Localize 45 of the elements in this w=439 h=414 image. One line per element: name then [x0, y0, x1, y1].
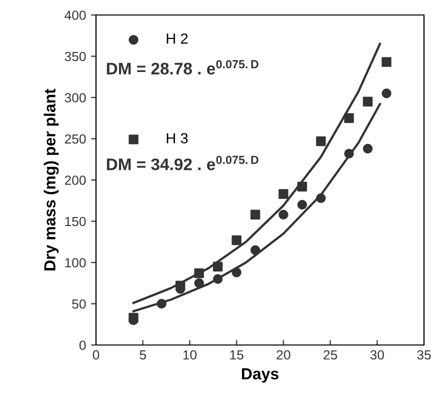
point [382, 57, 392, 67]
line-series [132, 42, 382, 304]
y-tick-label: 400 [64, 10, 86, 20]
y-tick-label: 150 [65, 216, 86, 226]
annotation: DM = 34.92 . e$^{0.075.D}$ [106, 156, 258, 170]
point [316, 193, 326, 204]
annotation: DM = 28.78 . e$^{0.075.D}$ [106, 60, 258, 75]
x-tick-label: 30 [370, 350, 384, 360]
y-tick-label: 50 [72, 299, 86, 309]
y-tick-label: 0 [79, 340, 86, 350]
x-tick-label: 10 [183, 350, 197, 360]
y-tick-label: 300 [64, 93, 86, 102]
legend-label: H 3 [166, 133, 188, 144]
point [362, 96, 373, 106]
point [278, 189, 288, 199]
point [194, 278, 204, 288]
point [297, 200, 308, 210]
x-axis-title: Days [242, 368, 278, 383]
x-tick-label: 5 [140, 350, 146, 360]
point [344, 113, 354, 123]
x-tick-label: 0 [92, 350, 100, 360]
point [344, 148, 354, 158]
y-axis-title: Dry mass (mg) per plant [44, 88, 59, 270]
legend-label: H 2 [166, 33, 188, 44]
point [382, 88, 392, 98]
point [194, 268, 204, 278]
point [232, 235, 242, 246]
point [212, 274, 223, 284]
point [250, 245, 260, 255]
x-tick-label: 15 [230, 350, 244, 360]
y-tick-label: 250 [64, 134, 86, 144]
point [297, 182, 308, 192]
y-tick-label: 200 [64, 176, 86, 185]
point [316, 136, 326, 146]
point [250, 210, 260, 220]
y-tick-label: 350 [64, 52, 86, 62]
x-tick-label: 20 [276, 350, 290, 360]
point [212, 262, 223, 272]
point [156, 298, 166, 309]
point [278, 210, 288, 220]
point [362, 144, 373, 154]
x-tick-label: 35 [417, 350, 431, 360]
point [232, 268, 242, 278]
y-tick-label: 100 [65, 258, 86, 268]
x-tick-label: 25 [324, 350, 338, 360]
